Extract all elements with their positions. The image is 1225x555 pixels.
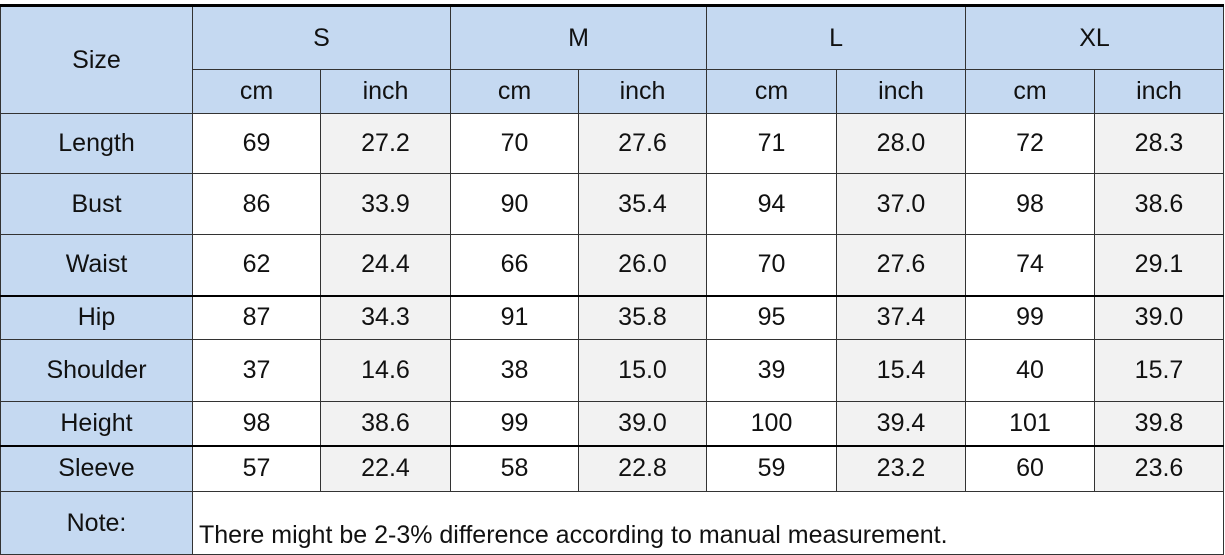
table-row: Sleeve 57 22.4 58 22.8 59 23.2 60 23.6 — [0, 444, 1225, 492]
measurement: 27.6 — [577, 113, 708, 174]
measurement: 59 — [706, 444, 838, 492]
measurement: 90 — [450, 173, 579, 235]
measurement: 29.1 — [1094, 234, 1225, 296]
measurement: 15.7 — [1094, 339, 1225, 402]
measurement: 40 — [965, 339, 1096, 402]
measurement: 39.4 — [836, 401, 967, 446]
measurement: 23.2 — [836, 444, 967, 492]
measurement: 72 — [965, 113, 1096, 174]
measurement: 14.6 — [320, 339, 451, 402]
unit-label: inch — [577, 69, 708, 114]
measurement: 35.4 — [577, 173, 708, 235]
measurement: 99 — [965, 294, 1096, 340]
measurement: 94 — [706, 173, 838, 235]
measurement: 39 — [706, 339, 838, 402]
measurement: 69 — [192, 113, 321, 174]
measurement: 37.0 — [836, 173, 967, 235]
measurement: 27.2 — [320, 113, 451, 174]
measurement: 74 — [965, 234, 1096, 296]
measurement: 28.3 — [1094, 113, 1225, 174]
note-text: There might be 2-3% difference according… — [191, 491, 1225, 555]
measurement: 34.3 — [320, 294, 451, 340]
measurement: 87 — [192, 294, 321, 340]
measurement: 98 — [965, 173, 1096, 235]
measurement: 23.6 — [1094, 444, 1225, 492]
measurement: 39.0 — [577, 401, 708, 446]
row-label: Hip — [0, 294, 193, 340]
row-label: Sleeve — [0, 444, 193, 492]
size-name: XL — [965, 4, 1225, 70]
measurement: 86 — [192, 173, 321, 235]
measurement: 70 — [450, 113, 579, 174]
measurement: 38.6 — [1094, 173, 1225, 235]
table-row: Shoulder 37 14.6 38 15.0 39 15.4 40 15.7 — [0, 339, 1225, 402]
measurement: 37 — [192, 339, 321, 402]
size-table: Size S M L XL cm inch cm inch cm inch cm inch Length 6… — [0, 4, 1225, 555]
unit-label: cm — [965, 69, 1096, 114]
measurement: 62 — [192, 234, 321, 296]
measurement: 71 — [706, 113, 838, 174]
note-label: Note: — [0, 491, 193, 555]
measurement: 38.6 — [320, 401, 451, 446]
measurement: 33.9 — [320, 173, 451, 235]
measurement: 24.4 — [320, 234, 451, 296]
measurement: 22.4 — [320, 444, 451, 492]
measurement: 35.8 — [577, 294, 708, 340]
table-row: Hip 87 34.3 91 35.8 95 37.4 99 39.0 — [0, 294, 1225, 340]
measurement: 101 — [965, 401, 1096, 446]
measurement: 66 — [450, 234, 579, 296]
unit-label: inch — [320, 69, 451, 114]
measurement: 37.4 — [836, 294, 967, 340]
measurement: 70 — [706, 234, 838, 296]
measurement: 39.8 — [1094, 401, 1225, 446]
row-label: Height — [0, 401, 193, 446]
size-name: S — [192, 4, 451, 70]
measurement: 91 — [450, 294, 579, 340]
unit-label: inch — [1094, 69, 1225, 114]
row-label: Bust — [0, 173, 193, 235]
measurement: 26.0 — [577, 234, 708, 296]
measurement: 60 — [965, 444, 1096, 492]
size-header: Size — [0, 4, 193, 114]
unit-label: cm — [706, 69, 838, 114]
table-row: Note: There might be 2-3% difference acco… — [0, 491, 1225, 555]
table-row: Size S M L XL — [0, 4, 1225, 114]
measurement: 38 — [450, 339, 579, 402]
table-row: Height 98 38.6 99 39.0 100 39.4 101 39.8 — [0, 401, 1225, 446]
measurement: 99 — [450, 401, 579, 446]
measurement: 27.6 — [836, 234, 967, 296]
table-row: cm inch cm inch cm inch cm inch — [1, 69, 1225, 114]
table-row: Length 69 27.2 70 27.6 71 28.0 72 28.3 — [0, 113, 1225, 174]
row-label: Waist — [0, 234, 193, 296]
size-chart: Size S M L XL cm inch cm inch cm inch cm inch Length 6… — [0, 4, 1225, 555]
measurement: 95 — [706, 294, 838, 340]
unit-label: cm — [192, 69, 321, 114]
measurement: 15.0 — [577, 339, 708, 402]
size-name: M — [449, 4, 708, 70]
row-label: Length — [0, 113, 193, 174]
table-row: Waist 62 24.4 66 26.0 70 27.6 74 29.1 — [0, 234, 1225, 296]
measurement: 39.0 — [1094, 294, 1225, 340]
measurement: 28.0 — [836, 113, 967, 174]
measurement: 98 — [192, 401, 321, 446]
unit-label: cm — [450, 69, 579, 114]
measurement: 100 — [706, 401, 838, 446]
measurement: 22.8 — [577, 444, 708, 492]
measurement: 15.4 — [836, 339, 967, 402]
measurement: 58 — [450, 444, 579, 492]
size-name: L — [706, 4, 967, 70]
measurement: 57 — [192, 444, 321, 492]
table-row: Bust 86 33.9 90 35.4 94 37.0 98 38.6 — [0, 173, 1225, 235]
row-label: Shoulder — [0, 339, 193, 402]
unit-label: inch — [836, 69, 967, 114]
